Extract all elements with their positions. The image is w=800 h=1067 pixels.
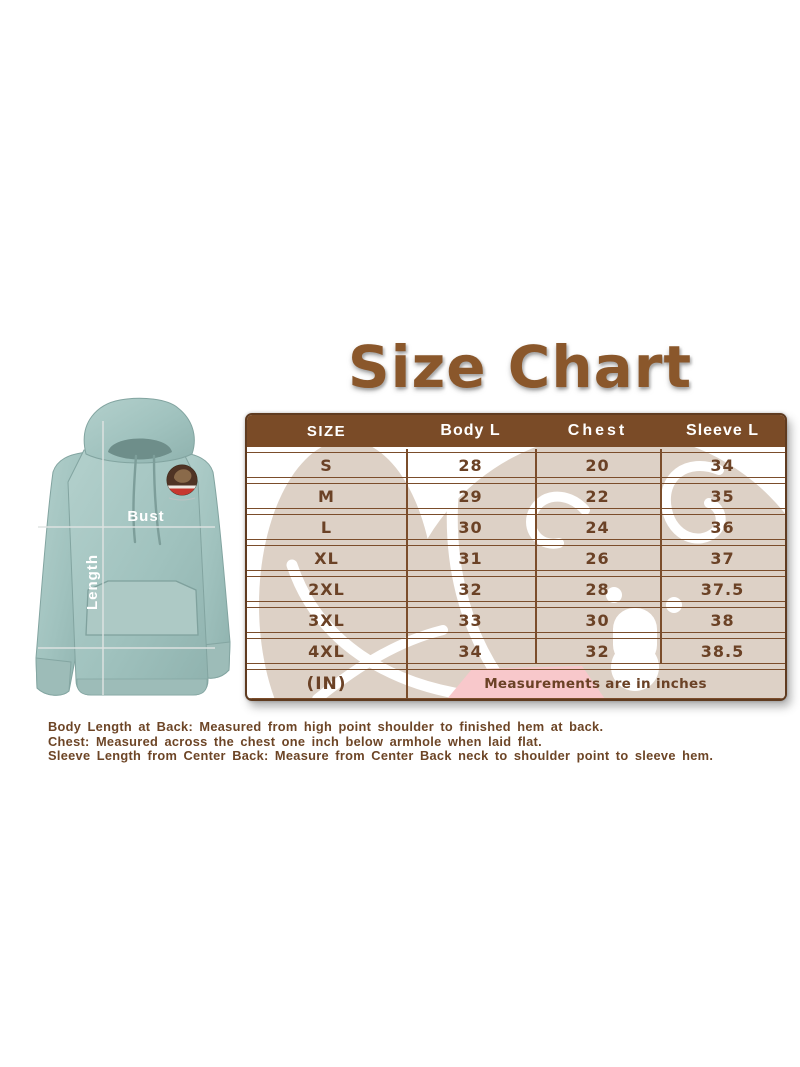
table-cell-size: 3XL [247,607,406,633]
table-cell-chest: 24 [535,514,660,540]
table-cell-body: 32 [406,576,535,602]
table-cell-chest: 32 [535,638,660,664]
table-cell-size: 2XL [247,576,406,602]
table-cell-body: 31 [406,545,535,571]
column-divider [406,449,408,699]
table-cell-size: L [247,514,406,540]
hoodie-drawstring-right [152,454,162,546]
hoodie-pocket-corner-left [87,580,109,591]
table-cell-size: XL [247,545,406,571]
column-header-body-l: Body L [406,415,535,447]
table-cell-sleeve: 38 [660,607,785,633]
hoodie-drawstring-left [132,454,138,544]
column-divider [535,449,537,664]
hoodie-hem [76,678,208,696]
units-label-cell: (IN) [247,669,406,699]
table-cell-body: 28 [406,452,535,478]
table-cell-size: 4XL [247,638,406,664]
table-cell-sleeve: 34 [660,452,785,478]
note-body-length: Body Length at Back: Measured from high … [48,719,604,734]
table-cell-chest: 30 [535,607,660,633]
length-label: Length [84,554,101,610]
table-cell-sleeve: 36 [660,514,785,540]
table-cell-sleeve: 37 [660,545,785,571]
table-cell-body: 33 [406,607,535,633]
size-table-grid: SIZE Body L Chest Sleeve L S 28 20 34 M … [247,415,785,699]
column-header-size: SIZE [247,415,406,447]
hoodie-illustration: Bust Length [35,397,231,696]
table-cell-sleeve: 37.5 [660,576,785,602]
table-cell-body: 29 [406,483,535,509]
size-table: SIZE Body L Chest Sleeve L S 28 20 34 M … [245,413,787,701]
brand-logo-patch [166,464,198,501]
page-title: Size Chart [240,332,800,402]
column-divider [660,449,662,664]
hoodie-hood-opening [108,438,172,460]
hoodie-pocket-corner-right [175,580,197,591]
units-note-cell: Measurements are in inches [406,669,785,699]
table-cell-chest: 26 [535,545,660,571]
table-cell-sleeve: 35 [660,483,785,509]
table-cell-sleeve: 38.5 [660,638,785,664]
column-header-sleeve-l: Sleeve L [660,415,785,447]
note-sleeve: Sleeve Length from Center Back: Measure … [48,748,714,764]
table-cell-size: M [247,483,406,509]
page-title-text: Size Chart [347,333,693,401]
table-cell-body: 30 [406,514,535,540]
bust-label: Bust [127,508,164,525]
table-cell-chest: 20 [535,452,660,478]
measurement-notes: Body Length at Back: Measured from high … [48,719,768,764]
note-chest: Chest: Measured across the chest one inc… [48,733,542,749]
table-cell-chest: 28 [535,576,660,602]
hoodie-left-cuff [35,657,72,696]
table-cell-size: S [247,452,406,478]
table-cell-chest: 22 [535,483,660,509]
column-header-chest: Chest [535,415,660,447]
table-cell-body: 34 [406,638,535,664]
